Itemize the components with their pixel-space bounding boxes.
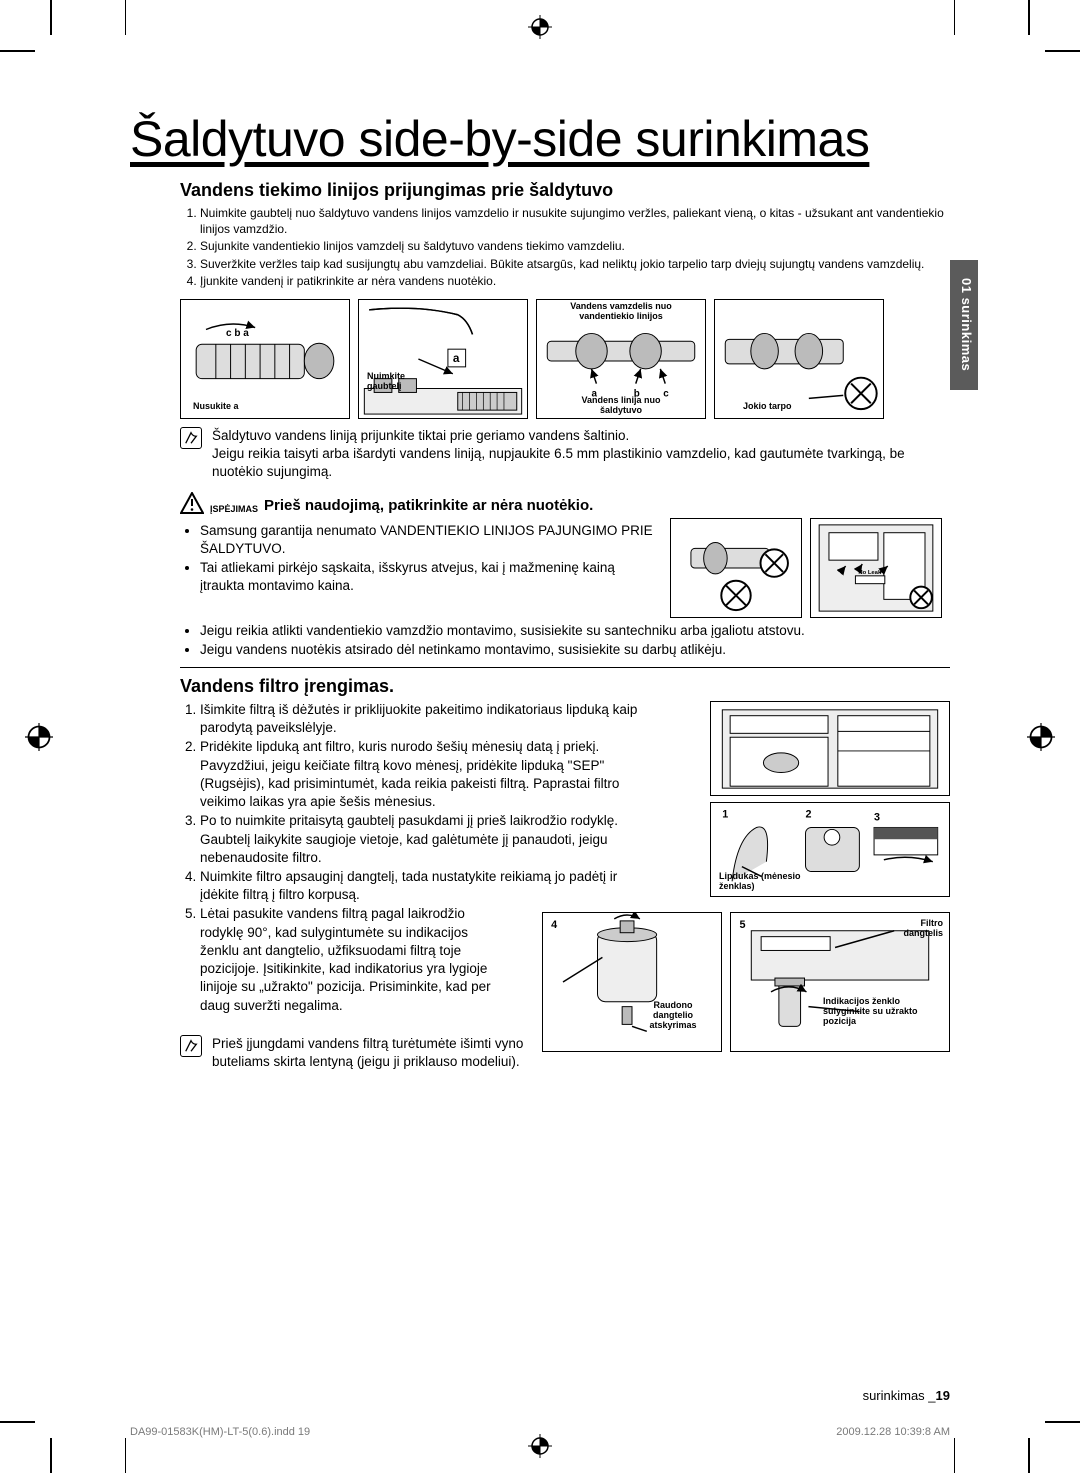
figure-filter-location [710, 701, 950, 796]
crop-mark [50, 1438, 52, 1473]
step-item: Nuimkite filtro apsauginį dangtelį, tada… [200, 868, 640, 904]
figure-label: Nusukite a [193, 402, 239, 412]
figure-leak-check [670, 518, 802, 618]
page-content: 01 surinkimas Šaldytuvo side-by-side sur… [130, 110, 950, 1363]
divider [180, 667, 950, 668]
svg-text:4: 4 [551, 919, 557, 931]
crop-mark [0, 50, 35, 52]
figure-label: Lipdukas (mėnesio ženklas) [719, 872, 819, 892]
figure-letters: c b a [226, 328, 249, 339]
crop-mark [1028, 0, 1030, 35]
step-item: Išimkite filtrą iš dėžutės ir priklijuok… [200, 701, 640, 737]
warning-text: Prieš naudojimą, patikrinkite ar nėra nu… [264, 497, 593, 514]
note-text: Šaldytuvo vandens liniją prijunkite tikt… [212, 427, 950, 482]
figure-row: c b a Nusukite a a Nuimkite gaubtelį [180, 299, 950, 419]
warning-row: ĮSPĖJIMAS Prieš naudojimą, patikrinkite … [180, 492, 950, 514]
bullet-item: Tai atliekami pirkėjo sąskaita, išskyrus… [200, 559, 660, 595]
section-heading: Vandens filtro įrengimas. [180, 676, 950, 697]
figure-no-gap: Jokio tarpo [714, 299, 884, 419]
note-text: Prieš įjungdami vandens filtrą turėtumėt… [212, 1035, 540, 1071]
figure-remove-cap: a Nuimkite gaubtelį [358, 299, 528, 419]
section-tab: 01 surinkimas [950, 260, 978, 390]
step-item: Pridėkite lipduką ant filtro, kuris nuro… [200, 738, 640, 811]
filter-section: Išimkite filtrą iš dėžutės ir priklijuok… [180, 701, 950, 1071]
svg-text:1: 1 [722, 809, 728, 821]
figure-label: Jokio tarpo [743, 402, 792, 412]
figure-label: Raudono dangtelio atskyrimas [638, 1001, 708, 1031]
step-item: Lėtai pasukite vandens filtrą pagal laik… [200, 905, 500, 1014]
registration-mark-icon [528, 15, 552, 39]
crop-mark [954, 1438, 955, 1473]
svg-text:3: 3 [874, 812, 880, 824]
svg-text:5: 5 [739, 919, 745, 931]
figure-label: Vandens linija nuo šaldytuvo [566, 396, 676, 416]
crop-mark [1045, 1421, 1080, 1423]
crop-mark [50, 0, 52, 35]
figure-label: Nuimkite gaubtelį [367, 372, 412, 392]
crop-mark [1028, 1438, 1030, 1473]
figure-row: 4 Raudono dangtelio atskyrimas 5 [542, 912, 950, 1052]
footer-timestamp: 2009.12.28 10:39:8 AM [836, 1426, 950, 1438]
svg-text:a: a [453, 351, 460, 365]
warning-icon [180, 492, 204, 514]
page-title: Šaldytuvo side-by-side surinkimas [130, 110, 950, 168]
figure-remove-red-cap: 4 Raudono dangtelio atskyrimas [542, 912, 722, 1052]
page-n: 19 [936, 1388, 950, 1403]
note-icon [180, 1035, 202, 1057]
registration-mark-icon [25, 723, 53, 751]
crop-mark [954, 0, 955, 35]
crop-mark [0, 1421, 35, 1423]
note-icon [180, 427, 202, 449]
step-item: Nuimkite gaubtelį nuo šaldytuvo vandens … [200, 205, 950, 237]
crop-mark [1045, 50, 1080, 52]
bullet-list: Jeigu reikia atlikti vandentiekio vamzdž… [200, 622, 950, 659]
registration-mark-icon [528, 1434, 552, 1458]
figure-label: Indikacijos ženklo sulyginkite su užrakt… [823, 997, 943, 1027]
page-number: surinkimas _19 [863, 1388, 950, 1403]
figure-connect-lines: a b c Vandens vamzdelis nuo vandentiekio… [536, 299, 706, 419]
step-item: Suveržkite veržles taip kad susijungtų a… [200, 256, 950, 272]
crop-mark [125, 0, 126, 35]
bullet-item: Samsung garantija nenumato VANDENTIEKIO … [200, 522, 660, 558]
bullet-item: Jeigu vandens nuotėkis atsirado dėl neti… [200, 641, 950, 659]
warning-label: ĮSPĖJIMAS [210, 504, 258, 514]
figure-column: 1 2 3 Lipdukas (mėnesio ženklas) [710, 701, 950, 903]
svg-text:No Leak: No Leak [858, 569, 882, 575]
step-item: Po to nuimkite pritaisytą gaubtelį pasuk… [200, 812, 640, 867]
figure-unscrew: c b a Nusukite a [180, 299, 350, 419]
registration-mark-icon [1027, 723, 1055, 751]
note: Šaldytuvo vandens liniją prijunkite tikt… [180, 427, 950, 482]
figure-sticker: 1 2 3 Lipdukas (mėnesio ženklas) [710, 802, 950, 897]
figure-label: Filtro dangtelis [893, 919, 943, 939]
step-list: Nuimkite gaubtelį nuo šaldytuvo vandens … [200, 205, 950, 289]
bullet-item: Jeigu reikia atlikti vandentiekio vamzdž… [200, 622, 950, 640]
footer-file: DA99-01583K(HM)-LT-5(0.6).indd 19 [130, 1426, 310, 1438]
warning-content: Samsung garantija nenumato VANDENTIEKIO … [180, 518, 950, 618]
figure-lock-position: 5 Filtro dangtelis Indikacijos ženklo su… [730, 912, 950, 1052]
crop-mark [125, 1438, 126, 1473]
note: Prieš įjungdami vandens filtrą turėtumėt… [180, 1035, 540, 1071]
step-item: Sujunkite vandentiekio linijos vamzdelį … [200, 238, 950, 254]
figure-label: Vandens vamzdelis nuo vandentiekio linij… [556, 302, 686, 322]
svg-text:2: 2 [806, 809, 812, 821]
figure-fridge-back: No Leak [810, 518, 942, 618]
section-heading: Vandens tiekimo linijos prijungimas prie… [180, 180, 950, 201]
page-label: surinkimas _ [863, 1388, 936, 1403]
step-item: Įjunkite vandenį ir patikrinkite ar nėra… [200, 273, 950, 289]
